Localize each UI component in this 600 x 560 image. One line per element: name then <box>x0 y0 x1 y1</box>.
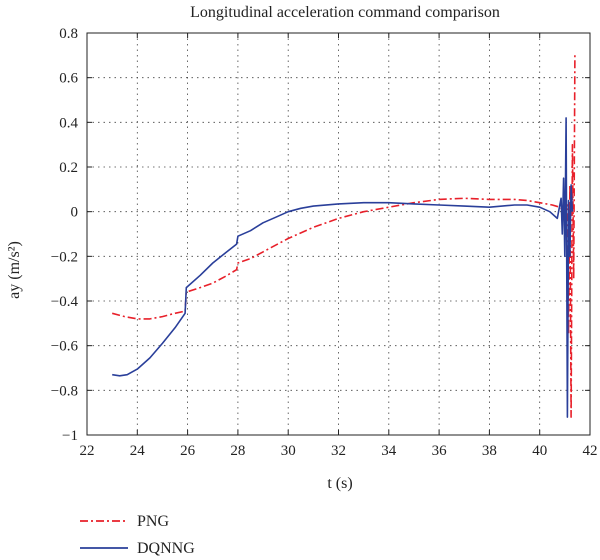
series-line-dqnng <box>112 117 574 418</box>
y-tick-label: 0.8 <box>59 26 78 42</box>
x-tick-label: 28 <box>230 443 245 459</box>
x-tick-label: 24 <box>130 443 146 459</box>
y-tick-label: −0.8 <box>51 383 78 399</box>
legend: PNG DQNNG <box>80 513 195 557</box>
x-tick-label: 40 <box>532 443 547 459</box>
y-tick-label: −1 <box>62 428 78 444</box>
x-tick-label: 42 <box>583 443 598 459</box>
series-group <box>111 55 576 418</box>
x-tick-label: 22 <box>80 443 95 459</box>
x-tick-label: 26 <box>180 443 196 459</box>
y-tick-label: −0.4 <box>51 294 79 310</box>
x-tick-label: 32 <box>331 443 346 459</box>
y-tick-label: −0.2 <box>51 249 78 265</box>
x-tick-label: 36 <box>432 443 448 459</box>
x-tick-label: 34 <box>381 443 397 459</box>
y-axis-label: ay (m/s²) <box>6 241 23 299</box>
y-tick-label: 0.6 <box>59 71 78 87</box>
axis-ticks: 22 24 26 28 30 32 34 36 38 40 42 −1 −0.8 −0.6 −0.4 −0.2… <box>51 26 598 459</box>
x-tick-label: 30 <box>281 443 296 459</box>
y-tick-label: 0.4 <box>59 115 78 131</box>
grid <box>87 33 590 435</box>
y-tick-label: −0.6 <box>51 339 79 355</box>
x-tick-label: 38 <box>482 443 497 459</box>
legend-label-png: PNG <box>137 513 169 530</box>
y-tick-label: 0 <box>71 205 79 221</box>
legend-label-dqnng: DQNNG <box>137 540 195 557</box>
x-axis-label: t (s) <box>327 475 352 492</box>
series-line-png <box>111 55 576 418</box>
y-tick-label: 0.2 <box>59 160 78 176</box>
chart-title: Longitudinal acceleration command compar… <box>190 4 500 21</box>
